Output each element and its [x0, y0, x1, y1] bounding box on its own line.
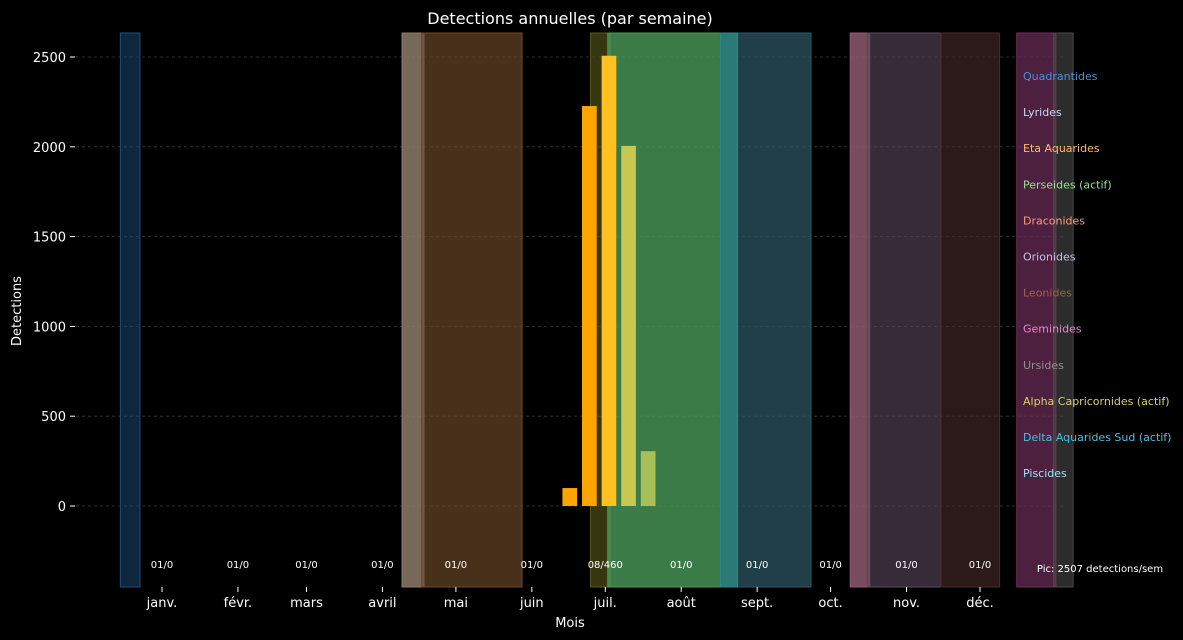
month-count-label: 01/0	[371, 560, 393, 571]
x-tick-label: oct.	[818, 596, 842, 611]
legend-entry: Alpha Capricornides (actif)	[1023, 395, 1169, 408]
month-count-label: 01/0	[445, 560, 467, 571]
x-axis-ticks: janv. févr. mars avril mai juin juil. août sept.…	[146, 587, 994, 611]
month-count-label: 01/0	[521, 560, 543, 571]
month-count-label: 01/0	[746, 560, 768, 571]
legend-entry: Quadrantides	[1023, 70, 1098, 83]
shower-band	[940, 32, 1001, 588]
x-tick-label: sept.	[741, 596, 773, 611]
y-axis-ticks: 0 500 1000 1500 2000 2500	[33, 51, 75, 515]
x-tick-label: mai	[444, 596, 468, 611]
detection-bar	[601, 55, 617, 507]
legend-entry: Lyrides	[1023, 106, 1062, 119]
x-tick-label: janv.	[146, 596, 178, 611]
detection-bar	[640, 451, 656, 506]
y-tick-label: 0	[58, 500, 66, 515]
x-tick-label: août	[667, 596, 696, 611]
month-count-label: 01/0	[969, 560, 991, 571]
legend-entry: Delta Aquarides Sud (actif)	[1023, 431, 1171, 444]
detection-bar	[621, 145, 636, 507]
bars-layer	[562, 55, 656, 507]
detection-bar	[562, 488, 578, 506]
legend-entry: Geminides	[1023, 323, 1082, 336]
month-count-label: 01/0	[295, 560, 317, 571]
shower-band	[401, 32, 425, 588]
month-count-label: 01/0	[151, 560, 173, 571]
x-tick-label: févr.	[224, 596, 253, 611]
peak-annotation: Pic: 2507 detections/sem	[1037, 564, 1163, 575]
y-tick-label: 2000	[33, 141, 66, 156]
legend-entry: Perseides (actif)	[1023, 178, 1112, 191]
y-tick-label: 2500	[33, 51, 66, 66]
shower-band	[1052, 32, 1074, 588]
legend-entry: Piscides	[1023, 467, 1067, 480]
legend: Quadrantides Lyrides Eta Aquarides Perseide…	[1023, 70, 1171, 480]
shower-band	[119, 32, 141, 588]
y-tick-label: 1500	[33, 231, 66, 246]
x-tick-label: mars	[290, 596, 323, 611]
month-count-label: 01/0	[670, 560, 692, 571]
chart-title: Detections annuelles (par semaine)	[427, 9, 712, 28]
x-tick-label: nov.	[893, 596, 920, 611]
shower-band	[719, 32, 739, 588]
x-tick-label: déc.	[966, 596, 994, 611]
y-tick-label: 500	[41, 410, 66, 425]
shower-band	[866, 32, 942, 588]
shower-bands-layer	[119, 32, 1074, 588]
shower-band	[421, 32, 523, 588]
x-tick-label: avril	[368, 596, 396, 611]
month-count-labels: 01/0 01/0 01/0 01/0 01/0 01/0 08/460 01/0 01/0 01…	[151, 560, 991, 571]
legend-entry: Leonides	[1023, 287, 1072, 300]
detection-bar	[582, 106, 597, 507]
x-axis-label: Mois	[555, 616, 585, 631]
x-tick-label: juil.	[593, 596, 617, 611]
legend-entry: Ursides	[1023, 359, 1064, 372]
month-count-label: 08/460	[588, 560, 623, 571]
legend-entry: Draconides	[1023, 214, 1085, 227]
y-tick-label: 1000	[33, 320, 66, 335]
y-axis-label: Detections	[10, 276, 25, 346]
legend-entry: Eta Aquarides	[1023, 142, 1100, 155]
shower-band	[1016, 32, 1057, 588]
legend-entry: Orionides	[1023, 251, 1076, 264]
month-count-label: 01/0	[227, 560, 249, 571]
month-count-label: 01/0	[819, 560, 841, 571]
x-tick-label: juin	[519, 596, 544, 611]
month-count-label: 01/0	[895, 560, 917, 571]
